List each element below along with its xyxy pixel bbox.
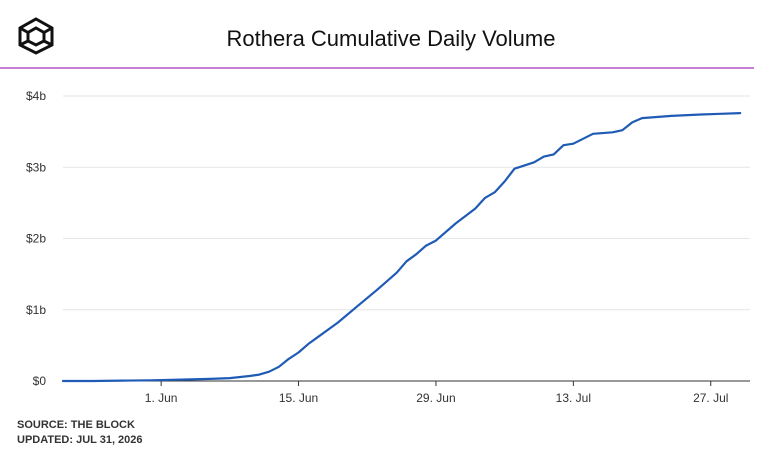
updated-text: UPDATED: JUL 31, 2026 <box>17 434 143 446</box>
chart-header: Rothera Cumulative Daily Volume <box>0 0 772 69</box>
chart-title: Rothera Cumulative Daily Volume <box>226 26 556 51</box>
series-line <box>61 111 742 383</box>
the-block-cube-icon <box>18 17 54 55</box>
y-tick-label: $4b <box>26 89 46 103</box>
y-tick-label: $0 <box>33 374 47 388</box>
x-tick-label: 29. Jun <box>416 391 455 405</box>
axes: $0 $1b $2b $3b $4b 1. Jun 15. Jun 29. Jun 13. Ju… <box>26 89 750 405</box>
x-tick-label: 27. Jul <box>693 391 728 405</box>
y-tick-label: $2b <box>26 232 46 246</box>
line-chart: $0 $1b $2b $3b $4b 1. Jun 15. Jun 29. Jun 13. Ju… <box>26 89 750 405</box>
series-layer <box>61 111 742 383</box>
x-tick-label: 15. Jun <box>279 391 318 405</box>
title-divider <box>0 67 754 69</box>
chart-footer: SOURCE: THE BLOCK UPDATED: JUL 31, 2026 <box>17 418 143 448</box>
grid-lines <box>63 95 750 311</box>
source-text: SOURCE: THE BLOCK <box>17 419 135 431</box>
x-tick-label: 1. Jun <box>145 391 178 405</box>
x-tick-label: 13. Jul <box>556 391 591 405</box>
y-tick-label: $1b <box>26 303 46 317</box>
y-tick-label: $3b <box>26 160 46 174</box>
